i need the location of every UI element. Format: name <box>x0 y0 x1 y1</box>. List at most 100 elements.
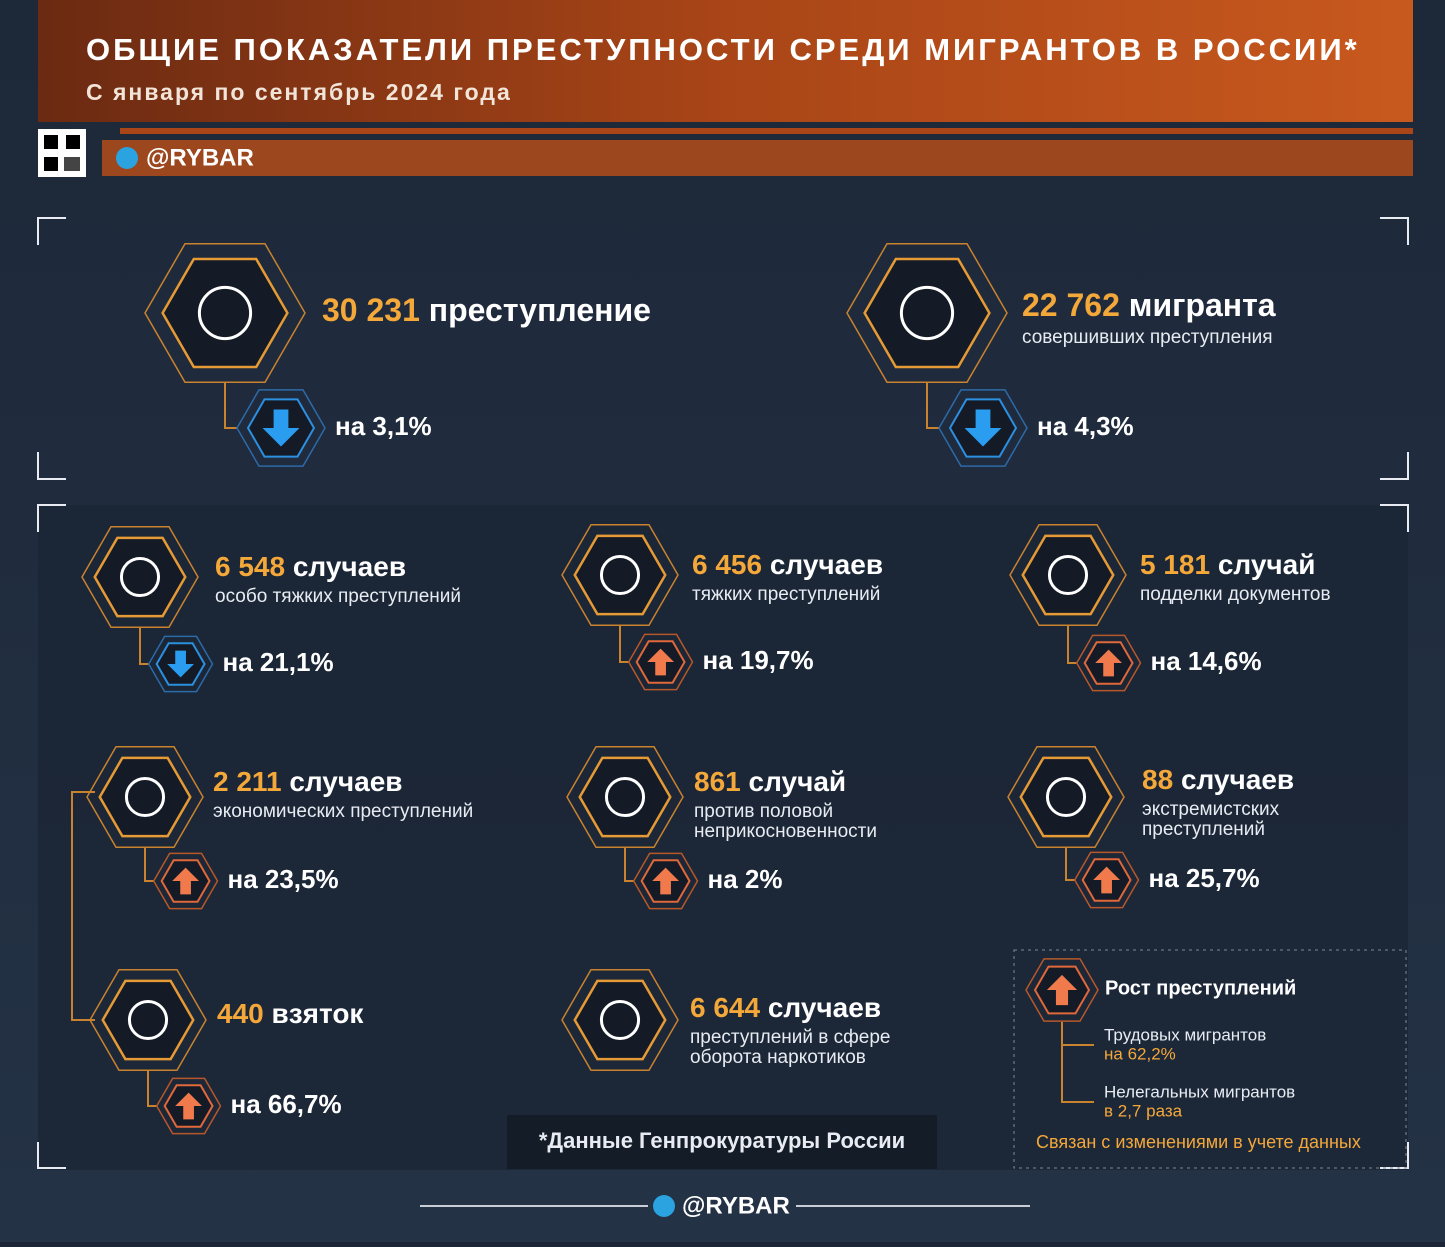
hex-outer <box>566 746 684 848</box>
icon <box>124 776 166 818</box>
hex-inner <box>1021 534 1115 616</box>
legend-label: Трудовых мигрантов <box>1104 1025 1266 1044</box>
icon <box>119 556 161 598</box>
connector <box>1065 847 1075 881</box>
footer-brand: @RYBAR <box>682 1192 790 1219</box>
stat-change: на 2% <box>708 864 783 894</box>
hex-inner <box>101 979 195 1061</box>
icon <box>197 285 253 341</box>
stat-change: на 14,6% <box>1151 646 1262 676</box>
arrow-down <box>262 409 300 447</box>
hex-inner <box>1019 756 1113 838</box>
icon <box>1045 776 1087 818</box>
arrow-hex-outer <box>632 852 699 910</box>
subtitle: С января по сентябрь 2024 года <box>86 79 512 105</box>
icon <box>599 554 641 596</box>
stat-value: 440 взяток <box>217 998 364 1029</box>
stat-value: 88 случаев <box>1142 764 1294 795</box>
connector <box>624 847 634 882</box>
stat-unit: случай <box>749 766 847 797</box>
connector <box>71 791 95 1021</box>
hex-outer <box>144 242 306 384</box>
hex-inner <box>573 979 667 1061</box>
arrow-up <box>1046 974 1078 1006</box>
connector <box>926 382 939 429</box>
stat-description: неприкосновенности <box>694 821 877 842</box>
stat-description: преступлений <box>1142 819 1265 840</box>
connector <box>224 382 237 429</box>
hex-inner <box>573 534 667 616</box>
stat-unit: случаев <box>289 766 402 797</box>
qr-part <box>64 157 80 171</box>
stat-unit: случаев <box>768 992 881 1023</box>
connector <box>139 627 149 665</box>
source-box <box>507 1115 937 1169</box>
items-panel <box>38 505 1408 1170</box>
stat-value: 6 456 случаев <box>692 549 883 580</box>
header-band <box>38 0 1413 122</box>
arrow-hex-outer <box>155 1077 222 1135</box>
telegram-icon <box>653 1195 675 1217</box>
stat-value: 5 181 случай <box>1140 549 1315 580</box>
stat-change: на 66,7% <box>231 1089 342 1119</box>
telegram-icon <box>116 147 138 169</box>
stat-value: 2 211 случаев <box>213 766 403 797</box>
qr-part <box>44 135 58 149</box>
arrow-up <box>647 648 674 676</box>
stat-unit: взяток <box>272 998 365 1029</box>
stat-number: 6 548 <box>215 551 285 582</box>
stat-number: 6 456 <box>692 549 762 580</box>
stat-value: 6 548 случаев <box>215 551 406 582</box>
stat-unit: преступление <box>429 292 651 328</box>
arrow-hex-outer <box>938 389 1028 467</box>
connector <box>619 625 629 663</box>
arrow-hex-outer <box>1025 958 1099 1022</box>
legend-note: Связан с изменениями в учете данных <box>1036 1132 1361 1152</box>
stat-change: на 23,5% <box>228 864 339 894</box>
stat-number: 2 211 <box>213 766 282 797</box>
icon <box>899 285 955 341</box>
legend-title: Рост преступлений <box>1105 977 1296 999</box>
hex-outer <box>89 969 207 1071</box>
stat-unit: мигранта <box>1129 287 1276 323</box>
stat-value: 22 762 мигранта <box>1022 287 1276 323</box>
stat-unit: случаев <box>1181 764 1294 795</box>
icon <box>127 999 169 1041</box>
connector <box>147 1070 157 1107</box>
connector <box>144 847 154 882</box>
stat-description: особо тяжких преступлений <box>215 586 461 607</box>
arrow-hex-outer <box>147 635 214 693</box>
stat-unit: случаев <box>293 551 406 582</box>
arrow-hex-outer <box>1073 851 1140 909</box>
hex-inner <box>161 257 289 369</box>
hex-outer <box>1007 746 1125 848</box>
stat-change: на 21,1% <box>223 647 334 677</box>
stat-number: 30 231 <box>322 292 420 328</box>
arrow-up <box>1093 866 1120 894</box>
stat-description: преступлений в сфере <box>690 1027 890 1048</box>
stat-unit: случаев <box>770 549 883 580</box>
frame-corners <box>37 217 1409 480</box>
hex-outer <box>561 969 679 1071</box>
stat-description: экстремистских <box>1142 799 1280 820</box>
legend-value: в 2,7 раза <box>1104 1101 1183 1120</box>
hex-outer <box>86 746 204 848</box>
stat-number: 88 <box>1142 764 1173 795</box>
icon <box>599 999 641 1041</box>
hex-inner <box>93 536 187 618</box>
hex-inner <box>98 756 192 838</box>
arrow-hex-outer <box>152 852 219 910</box>
stat-unit: случай <box>1218 549 1316 580</box>
stat-description: тяжких преступлений <box>692 584 880 605</box>
arrow-up <box>172 867 199 895</box>
legend-label: Нелегальных мигрантов <box>1104 1082 1295 1101</box>
arrow-hex-outer <box>236 389 326 467</box>
stat-number: 6 644 <box>690 992 760 1023</box>
stat-number: 440 <box>217 998 264 1029</box>
arrow-up <box>1095 649 1122 677</box>
frame-corners <box>37 504 1409 1169</box>
legend-connector <box>1061 1022 1094 1103</box>
arrow-up <box>175 1092 202 1120</box>
brand-band <box>102 140 1413 176</box>
